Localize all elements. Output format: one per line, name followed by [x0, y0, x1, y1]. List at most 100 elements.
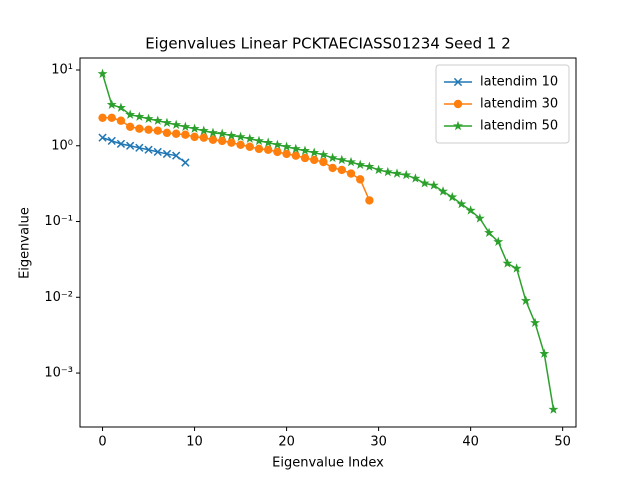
marker: [456, 198, 467, 209]
marker: [263, 137, 274, 147]
x-tick-label: 40: [462, 435, 479, 450]
chart-title: Eigenvalues Linear PCKTAECIASS01234 Seed…: [145, 35, 511, 53]
marker: [428, 180, 439, 190]
marker: [217, 136, 227, 146]
marker: [144, 145, 153, 154]
marker: [162, 149, 172, 159]
marker: [126, 141, 135, 150]
marker: [300, 153, 310, 163]
marker: [272, 139, 283, 149]
marker: [226, 130, 237, 140]
marker: [511, 263, 522, 273]
marker: [199, 133, 208, 142]
x-tick-label: 10: [186, 435, 203, 450]
legend-marker: [453, 99, 463, 109]
marker: [107, 113, 116, 122]
y-tick-label: 10⁻²: [44, 290, 73, 305]
series: [97, 68, 559, 414]
marker: [217, 128, 228, 138]
marker: [291, 151, 300, 160]
marker: [153, 126, 162, 135]
marker: [309, 155, 319, 165]
x-tick-label: 30: [370, 435, 387, 450]
marker: [502, 258, 513, 268]
marker: [125, 109, 136, 119]
marker: [318, 149, 329, 159]
marker: [327, 152, 338, 163]
x-axis-label: Eigenvalue Index: [272, 456, 384, 471]
marker: [153, 147, 162, 157]
axes-frame: [79, 57, 577, 428]
y-tick-label: 10⁰: [51, 138, 73, 153]
legend-label: latendim 10: [480, 75, 558, 90]
marker: [172, 151, 181, 160]
marker: [392, 168, 402, 178]
y-axis-label: Eigenvalue: [18, 207, 33, 279]
legend-label: latendim 30: [480, 97, 558, 112]
marker: [382, 166, 393, 177]
marker: [401, 169, 412, 180]
marker: [539, 348, 550, 358]
marker: [336, 154, 347, 165]
marker: [125, 122, 135, 131]
marker: [236, 140, 245, 149]
marker: [116, 116, 126, 125]
marker: [337, 165, 347, 175]
marker: [244, 133, 255, 143]
legend-label: latendim 50: [480, 119, 558, 134]
marker: [438, 186, 448, 196]
marker: [484, 227, 494, 237]
marker: [365, 196, 374, 205]
series: [98, 133, 190, 167]
marker: [181, 158, 190, 167]
marker: [116, 102, 126, 112]
marker: [447, 191, 458, 202]
marker: [319, 157, 328, 167]
marker: [162, 117, 172, 127]
marker: [346, 156, 356, 167]
marker: [290, 143, 301, 154]
series: [98, 113, 374, 205]
x-tick-label: 20: [278, 435, 295, 450]
marker: [520, 295, 531, 305]
marker: [181, 130, 190, 139]
y-tick-label: 10⁻³: [44, 366, 73, 381]
marker: [273, 147, 282, 157]
legend-marker: [453, 77, 463, 87]
marker: [116, 139, 126, 148]
marker: [235, 131, 246, 142]
marker: [106, 99, 117, 109]
legend-box: [435, 64, 570, 144]
marker: [309, 147, 320, 157]
marker: [474, 213, 485, 223]
marker: [190, 132, 199, 142]
marker: [281, 141, 292, 151]
marker: [98, 133, 107, 142]
marker: [282, 149, 291, 159]
marker: [373, 164, 384, 175]
marker: [208, 127, 218, 138]
marker: [254, 144, 264, 154]
marker: [245, 142, 254, 151]
marker: [180, 121, 191, 131]
marker: [152, 115, 163, 125]
y-tick-label: 10⁻¹: [44, 214, 73, 229]
marker: [419, 178, 430, 188]
marker: [227, 138, 236, 147]
marker: [97, 68, 108, 79]
marker: [135, 124, 144, 133]
legend-marker: [453, 120, 463, 131]
marker: [135, 143, 144, 152]
marker: [107, 136, 116, 146]
series-line: [102, 136, 186, 164]
marker: [171, 119, 182, 130]
marker: [328, 163, 337, 173]
marker: [356, 175, 365, 184]
marker: [254, 135, 264, 146]
marker: [346, 169, 356, 178]
marker: [134, 111, 145, 121]
marker: [143, 113, 154, 123]
marker: [410, 173, 421, 183]
